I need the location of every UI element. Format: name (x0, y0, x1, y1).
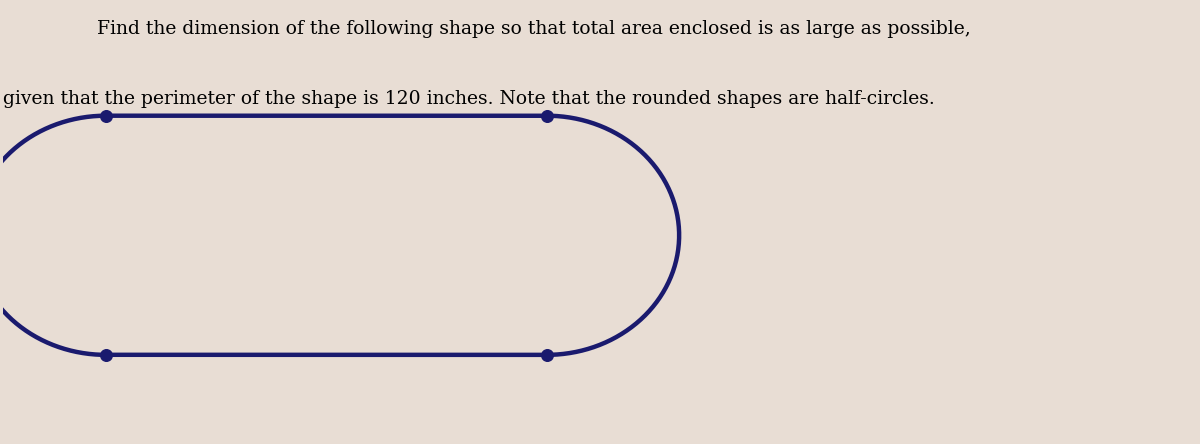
Point (538, 112, 557, 119)
Text: Find the dimension of the following shape so that total area enclosed is as larg: Find the dimension of the following shap… (97, 20, 971, 38)
Text: given that the perimeter of the shape is 120 inches. Note that the rounded shape: given that the perimeter of the shape is… (2, 91, 935, 108)
Point (96, 351, 115, 358)
Point (538, 351, 557, 358)
Point (96, 112, 115, 119)
